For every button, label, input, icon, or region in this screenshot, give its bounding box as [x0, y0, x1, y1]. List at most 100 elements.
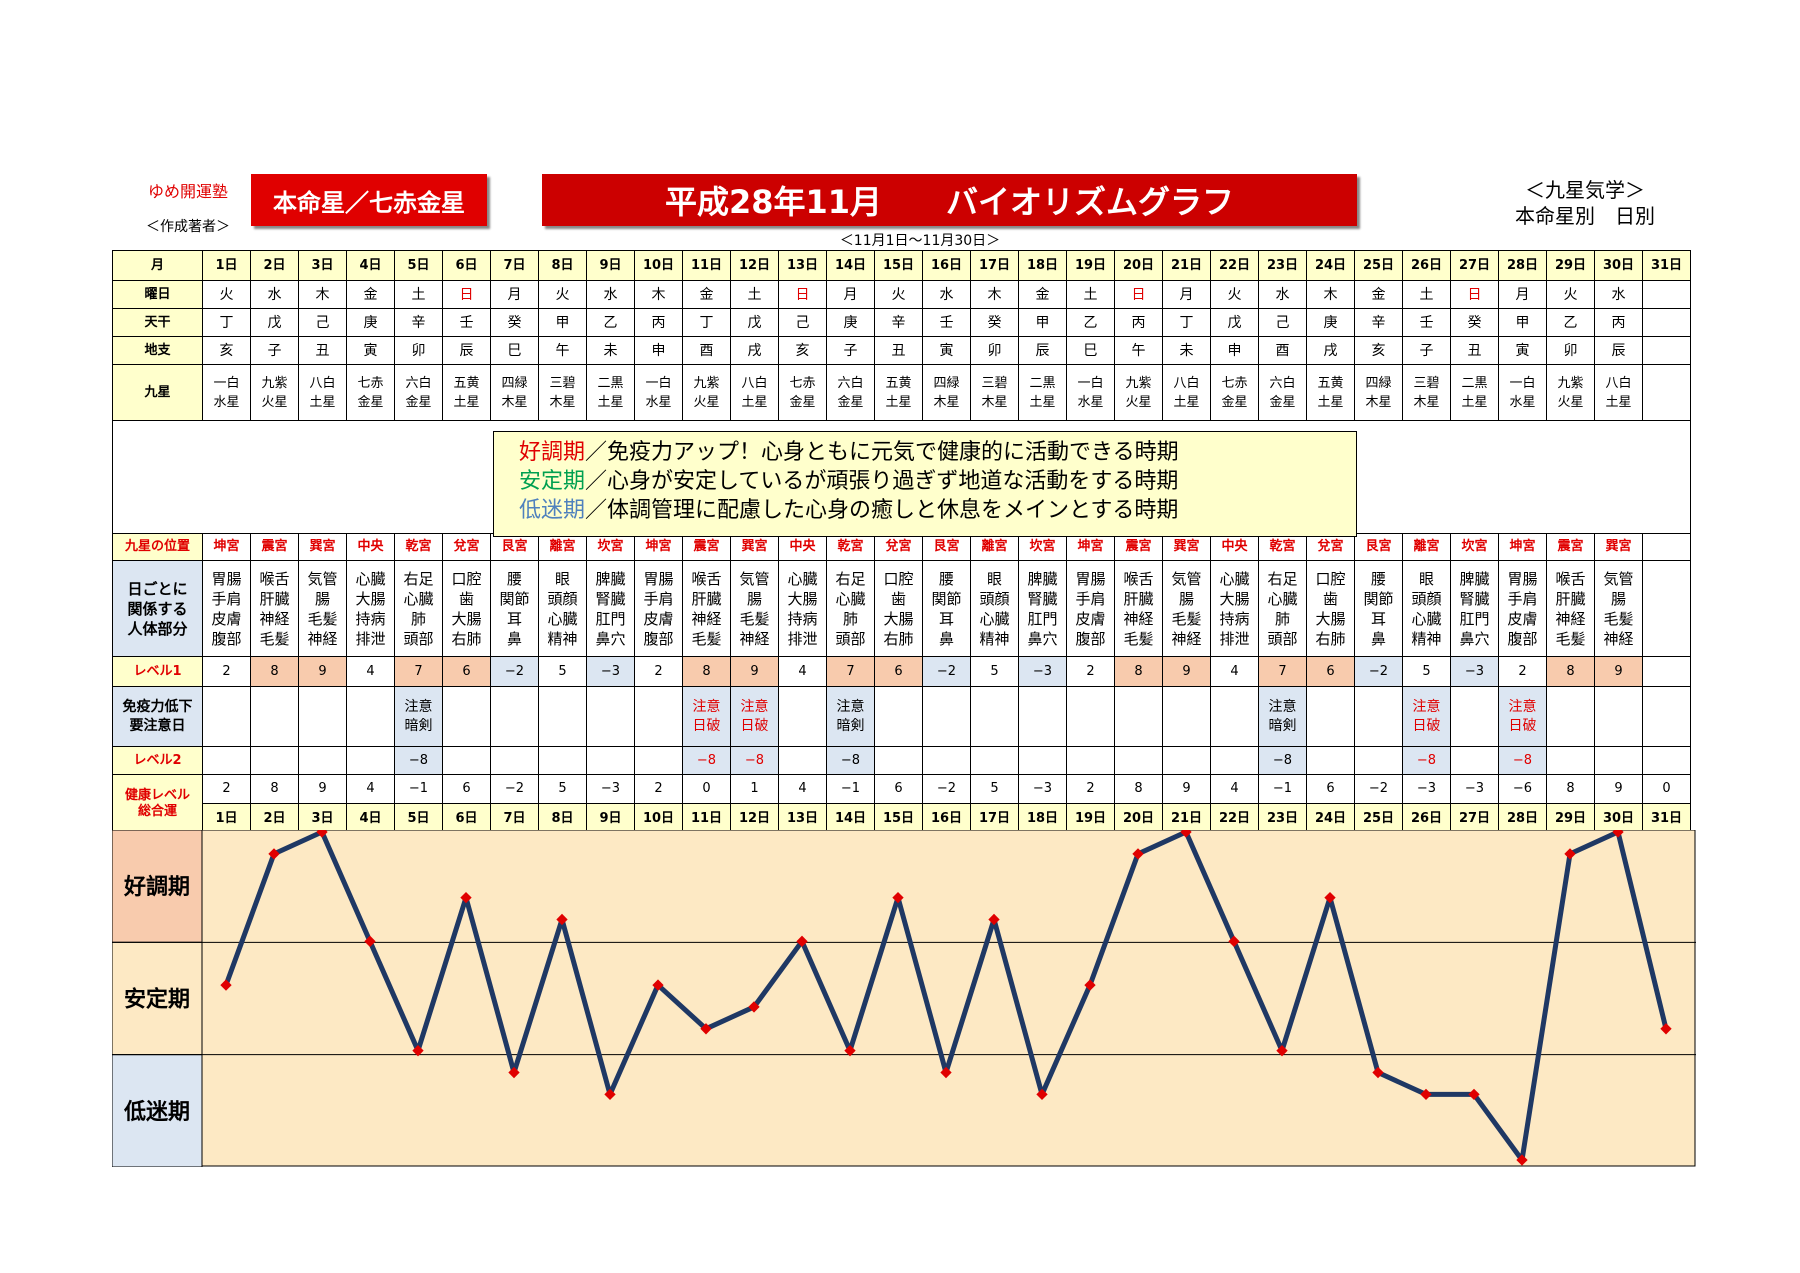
- legend-text: ／免疫力アップ！心身ともに元気で健康的に活動できる時期: [585, 440, 1179, 465]
- level1-cell: −2: [1354, 656, 1403, 687]
- kyusei-cell-line: 土星: [1173, 394, 1200, 410]
- level2-cell: [634, 746, 683, 775]
- brand-subtitle: ＜作成著者＞: [146, 219, 230, 235]
- band-header: [112, 1054, 203, 1167]
- kyusei-cell-line: 木星: [933, 394, 960, 410]
- body-part-cell-line: 気管: [1603, 569, 1634, 588]
- body-part-cell: 心臓 大腸 持病 排泄: [346, 560, 395, 657]
- body-part-cell-line: 頭顔: [1411, 589, 1442, 608]
- position-cell: 震宮: [682, 533, 731, 561]
- body-part-cell-line: 腰: [506, 569, 522, 588]
- level2-cell: [1018, 746, 1067, 775]
- tenkan-cell: 甲: [538, 308, 587, 337]
- level1-cell: 5: [1402, 656, 1451, 687]
- weekday-cell: 水: [1594, 280, 1643, 309]
- level2-cell: −8: [730, 746, 779, 775]
- total-cell: 4: [346, 774, 395, 804]
- total-cell: −3: [1450, 774, 1499, 804]
- immune-cell-line: 注意: [1508, 698, 1537, 715]
- level2-cell: [874, 746, 923, 775]
- total-cell: 9: [1594, 774, 1643, 804]
- source-label: ＜九星気学＞: [1525, 178, 1645, 202]
- body-part-cell: 喉舌 肝臓 神経 毛髪: [1546, 560, 1595, 657]
- tenkan-cell: 庚: [346, 308, 395, 337]
- body-part-cell-line: 神経: [1171, 629, 1202, 648]
- body-part-cell: 心臓 大腸 持病 排泄: [778, 560, 827, 657]
- chishi-cell: 子: [1402, 336, 1451, 365]
- position-cell: 坤宮: [1498, 533, 1547, 561]
- weekday-cell: 木: [634, 280, 683, 309]
- body-part-cell-line: 毛髪: [1123, 629, 1154, 648]
- immune-cell-line: 注意: [404, 698, 433, 715]
- day-cell: 27日: [1450, 803, 1499, 834]
- immune-cell: [1306, 686, 1355, 747]
- immune-cell: 注意 日破: [1498, 686, 1547, 747]
- tenkan-cell: 己: [1258, 308, 1307, 337]
- day-cell: 6日: [442, 250, 491, 281]
- chishi-cell: 亥: [1354, 336, 1403, 365]
- body-part-cell-line: 肝臓: [259, 589, 290, 608]
- total-cell: −6: [1498, 774, 1547, 804]
- source-sublabel: 本命星別 日別: [1515, 204, 1655, 228]
- immune-cell: [1594, 686, 1643, 747]
- total-cell: −1: [826, 774, 875, 804]
- level1-cell: 5: [970, 656, 1019, 687]
- total-cell: 2: [202, 774, 251, 804]
- chishi-cell: 丑: [874, 336, 923, 365]
- day-cell: 2日: [250, 803, 299, 834]
- position-cell: 艮宮: [1354, 533, 1403, 561]
- kyusei-cell-line: 六白: [1269, 375, 1296, 391]
- immune-cell: 注意 日破: [682, 686, 731, 747]
- kyusei-cell-line: 木星: [1413, 394, 1440, 410]
- position-cell: 巽宮: [730, 533, 779, 561]
- day-cell: 12日: [730, 250, 779, 281]
- day-cell: 19日: [1066, 250, 1115, 281]
- tenkan-cell: 壬: [922, 308, 971, 337]
- position-cell: 坤宮: [634, 533, 683, 561]
- day-cell: 17日: [970, 250, 1019, 281]
- position-cell: 中央: [346, 533, 395, 561]
- day-cell: 21日: [1162, 803, 1211, 834]
- day-cell: 24日: [1306, 250, 1355, 281]
- kyusei-cell-line: 九紫: [1557, 375, 1584, 391]
- body-part-cell-line: 毛髪: [1555, 629, 1586, 648]
- row-header: 免疫力低下 要注意日: [112, 686, 203, 747]
- kyusei-cell-line: 九紫: [693, 375, 720, 391]
- level1-cell: 6: [442, 656, 491, 687]
- body-part-cell-line: 腹部: [643, 629, 674, 648]
- data-point: [1180, 830, 1192, 838]
- tenkan-cell: 壬: [1402, 308, 1451, 337]
- kyusei-cell: 九紫 火星: [250, 364, 299, 421]
- weekday-cell: 日: [442, 280, 491, 309]
- weekday-cell: 土: [394, 280, 443, 309]
- data-point: [1084, 979, 1096, 991]
- total-cell: 5: [538, 774, 587, 804]
- day-cell: 13日: [778, 250, 827, 281]
- biorhythm-table: 月 1日 2日 3日 4日 5日 6日 7日 8日 9日 10日 11日 12日 13日 14日 15日 16日…: [112, 250, 1691, 834]
- data-point: [1324, 891, 1336, 904]
- immune-cell: [346, 686, 395, 747]
- level2-cell: [346, 746, 395, 775]
- body-part-cell-line: 喉舌: [691, 569, 722, 588]
- position-cell: 巽宮: [1162, 533, 1211, 561]
- tenkan-cell: 壬: [442, 308, 491, 337]
- body-part-cell-line: 持病: [1219, 609, 1250, 628]
- data-point: [1372, 1066, 1384, 1079]
- body-part-cell-line: 頭顔: [547, 589, 578, 608]
- kyusei-cell: 七赤 金星: [778, 364, 827, 421]
- position-cell: 坤宮: [202, 533, 251, 561]
- day-cell: 25日: [1354, 250, 1403, 281]
- immune-cell-line: 暗剣: [404, 717, 433, 734]
- kyusei-cell: 七赤 金星: [1210, 364, 1259, 421]
- row-kyusei: 九星 一白 水星 九紫 火星 八白 土星 七赤 金星 六白 金星 五黄 土星 四緑 木星 三碧 木星 二黒 土星 一白…: [112, 364, 1691, 421]
- level2-cell: −8: [394, 746, 443, 775]
- honmei-star-label: 本命星／七赤金星: [251, 174, 487, 226]
- body-part-cell-line: 精神: [547, 629, 578, 648]
- level1-cell: 6: [1306, 656, 1355, 687]
- kyusei-cell-line: 四緑: [1365, 375, 1392, 391]
- body-part-cell-line: 耳: [506, 609, 522, 628]
- kyusei-cell-line: 五黄: [1317, 375, 1344, 391]
- chishi-cell: 酉: [1258, 336, 1307, 365]
- kyusei-cell: 七赤 金星: [346, 364, 395, 421]
- body-part-cell-line: 鼻: [506, 629, 522, 648]
